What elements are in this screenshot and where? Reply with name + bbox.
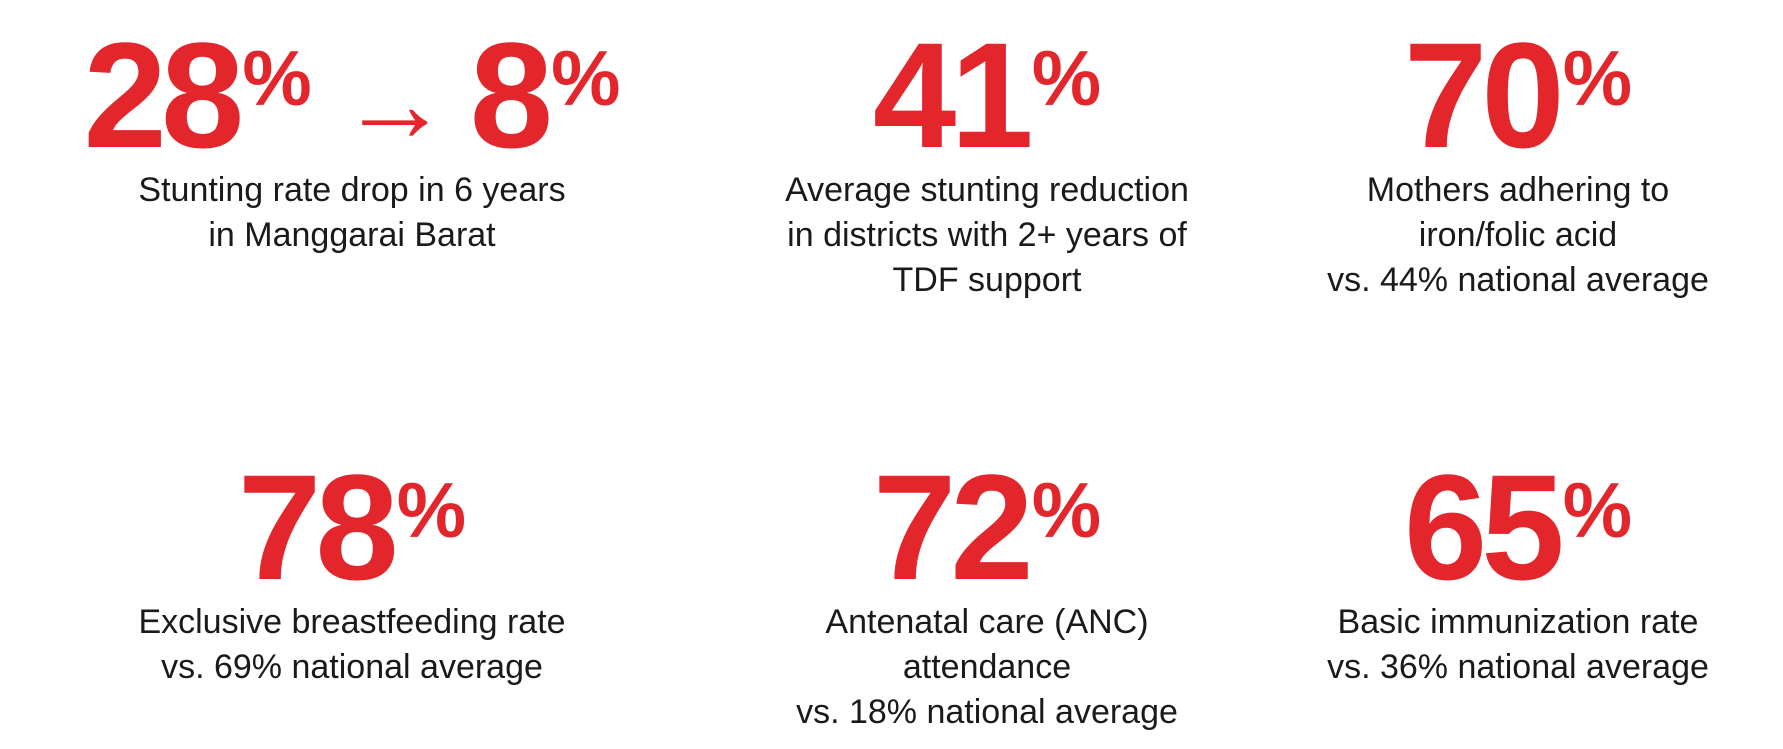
stat-card: 41% Average stunting reduction in district… [667,8,1307,303]
stat-figure: 70% [1198,8,1783,170]
description-line: Basic immunization rate [1337,603,1699,641]
figure-sup: % [242,34,312,122]
description-line: Average stunting reduction [785,171,1189,209]
figure-arrow: → [339,42,450,165]
figure-sup: % [1562,466,1633,554]
description-line: Stunting rate drop in 6 years [138,171,566,209]
stat-description: Stunting rate drop in 6 years in Manggara… [32,168,672,258]
figure-sup: % [551,34,621,122]
description-line: vs. 18% national average [796,693,1178,731]
description-line: vs. 69% national average [161,648,543,686]
stat-card: 70% Mothers adhering to iron/folic acid vs.… [1198,8,1783,303]
description-line: in Manggarai Barat [208,216,496,254]
stat-figure: 41% [667,8,1307,170]
description-line: in districts with 2+ years of [787,216,1187,254]
stat-card: 28% → 8% Stunting rate drop in 6 years in Ma… [32,8,672,258]
figure-sup: % [1031,466,1102,554]
figure-big: 41 [872,11,1034,179]
description-line: TDF support [892,261,1082,299]
stat-description: Average stunting reduction in districts w… [667,168,1307,303]
stat-description: Exclusive breastfeeding rate vs. 69% nati… [32,600,672,690]
stat-figure: 65% [1198,440,1783,602]
figure-big: 28 [83,11,244,179]
stat-figure: 78% [32,440,672,602]
stat-card: 72% Antenatal care (ANC) attendance vs. 18%… [667,440,1307,735]
description-line: attendance [902,648,1072,686]
stat-card: 78% Exclusive breastfeeding rate vs. 69% n… [32,440,672,690]
stat-description: Basic immunization rate vs. 36% national … [1198,600,1783,690]
figure-big: 78 [237,443,399,611]
description-line: vs. 36% national average [1327,648,1709,686]
stat-figure: 72% [667,440,1307,602]
figure-sup: % [396,466,467,554]
description-line: Mothers adhering to [1366,171,1670,209]
stat-figure: 28% → 8% [32,8,672,170]
description-line: iron/folic acid [1418,216,1618,254]
figure-sup: % [1562,34,1633,122]
figure-big: 65 [1403,443,1565,611]
stat-description: Antenatal care (ANC) attendance vs. 18% na… [667,600,1307,735]
stat-card: 65% Basic immunization rate vs. 36% nation… [1198,440,1783,690]
figure-big: 8 [469,11,553,179]
description-line: Exclusive breastfeeding rate [138,603,566,641]
figure-sup: % [1031,34,1102,122]
description-line: vs. 44% national average [1327,261,1709,299]
figure-big: 72 [872,443,1034,611]
description-line: Antenatal care (ANC) [825,603,1149,641]
stat-description: Mothers adhering to iron/folic acid vs. 44… [1198,168,1783,303]
figure-big: 70 [1403,11,1565,179]
